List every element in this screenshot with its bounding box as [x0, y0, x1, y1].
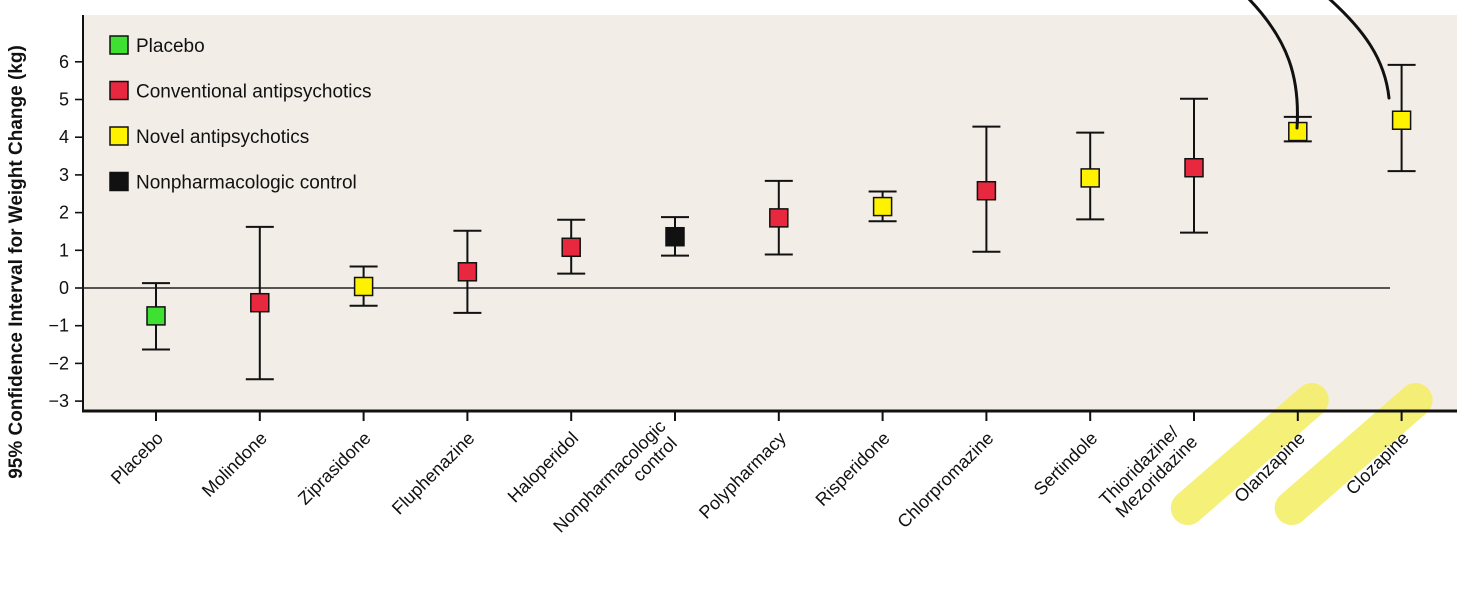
data-point-polypharmacy — [764, 179, 793, 256]
legend-swatch — [109, 35, 129, 55]
mean-marker — [1080, 168, 1100, 188]
label-highlight-mark — [1170, 383, 1329, 525]
mean-marker — [561, 237, 581, 258]
annotation-arrow — [1328, 0, 1391, 100]
y-tick-label: 2 — [59, 203, 69, 223]
data-point-placebo — [142, 282, 170, 351]
legend: Placebo Conventional antipsychotics Novel … — [109, 35, 372, 194]
label-highlight-mark — [1274, 383, 1433, 525]
x-tick-label-line: Chlorpromazine — [893, 428, 997, 532]
data-point-risperidone — [868, 190, 897, 223]
x-tick-label: Molindone — [198, 428, 271, 501]
x-tick-label: Haloperidol — [504, 428, 583, 507]
annotation-arrow — [1247, 0, 1299, 130]
mean-marker — [665, 226, 685, 247]
x-tick-label: Ziprasidone — [294, 428, 375, 509]
legend-swatch — [109, 80, 129, 101]
x-tick-label-line: Placebo — [107, 428, 167, 488]
x-tick-label: Polypharmacy — [695, 428, 790, 523]
y-tick-label: 4 — [59, 127, 69, 147]
y-tick-label: −2 — [48, 353, 69, 373]
x-tick-label: Chlorpromazine — [893, 428, 997, 532]
y-axis-label: 95% Confidence Interval for Weight Chang… — [6, 45, 27, 479]
y-tick-label: 0 — [59, 278, 69, 298]
legend-swatch — [109, 171, 129, 192]
mean-marker — [976, 180, 997, 201]
y-tick-label: −1 — [48, 316, 69, 336]
legend-item: Nonpharmacologic control — [109, 171, 357, 194]
mean-marker — [769, 208, 789, 228]
y-tick-label: −3 — [48, 391, 69, 411]
x-tick-label: Placebo — [107, 428, 167, 488]
legend-label: Novel antipsychotics — [136, 127, 309, 148]
x-tick-label-line: Risperidone — [812, 428, 894, 510]
x-tick-label: Fluphenazine — [388, 428, 479, 519]
legend-item: Placebo — [109, 35, 205, 57]
data-point-fluphenazine — [453, 229, 482, 314]
data-points — [142, 63, 1416, 381]
legend-item: Conventional antipsychotics — [109, 80, 372, 103]
label-highlights — [1170, 383, 1433, 525]
x-tick-label-line: Haloperidol — [504, 428, 583, 507]
y-axis-ticks: −3 −2 −1 0 1 2 3 4 5 6 — [48, 52, 83, 411]
mean-marker — [872, 196, 893, 217]
mean-marker — [250, 292, 270, 313]
mean-marker — [146, 306, 166, 326]
data-point-nonpharmacologic-control — [661, 216, 689, 257]
mean-marker — [353, 276, 374, 297]
y-tick-label: 5 — [59, 90, 69, 110]
mean-marker — [457, 262, 478, 282]
legend-label: Nonpharmacologic control — [136, 173, 357, 194]
legend-label: Placebo — [136, 36, 205, 57]
x-tick-label: Risperidone — [812, 428, 894, 510]
data-point-molindone — [245, 225, 274, 381]
data-point-clozapine — [1387, 63, 1416, 173]
x-tick-label-line: Sertindole — [1030, 428, 1101, 499]
annotation-arrows — [1247, 0, 1391, 130]
mean-marker — [1391, 110, 1412, 130]
y-tick-label: 6 — [59, 52, 69, 72]
x-tick-label-line: Fluphenazine — [388, 428, 479, 519]
data-point-thioridazine-mezoridazine — [1180, 97, 1208, 234]
mean-marker — [1184, 157, 1204, 178]
legend-item: Novel antipsychotics — [109, 126, 309, 148]
x-tick-label-line: Molindone — [198, 428, 271, 501]
legend-label: Conventional antipsychotics — [136, 82, 372, 103]
x-tick-label: Sertindole — [1030, 428, 1101, 499]
x-tick-label-line: Ziprasidone — [294, 428, 375, 509]
axes — [82, 15, 1457, 413]
data-point-ziprasidone — [349, 265, 378, 307]
legend-swatch — [109, 126, 129, 146]
data-point-haloperidol — [557, 218, 586, 275]
data-point-sertindole — [1076, 131, 1105, 221]
y-tick-label: 3 — [59, 165, 69, 185]
data-point-chlorpromazine — [972, 125, 1001, 253]
y-tick-label: 1 — [59, 240, 69, 260]
x-tick-label-line: Polypharmacy — [695, 428, 790, 523]
